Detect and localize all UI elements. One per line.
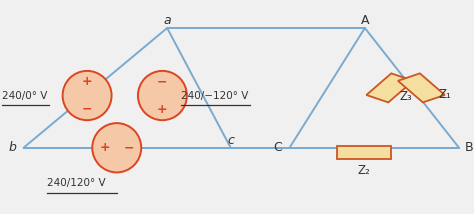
Text: −: − bbox=[157, 75, 168, 88]
Text: B: B bbox=[465, 141, 474, 154]
Text: 240/120° V: 240/120° V bbox=[47, 178, 106, 189]
Text: +: + bbox=[99, 141, 110, 154]
Text: c: c bbox=[227, 134, 234, 147]
Ellipse shape bbox=[63, 71, 111, 120]
Text: b: b bbox=[9, 141, 17, 154]
Text: 240/−120° V: 240/−120° V bbox=[181, 91, 249, 101]
Text: +: + bbox=[157, 103, 168, 116]
Text: −: − bbox=[82, 103, 92, 116]
Ellipse shape bbox=[138, 71, 187, 120]
Text: A: A bbox=[361, 14, 369, 27]
Text: 240/0° V: 240/0° V bbox=[2, 91, 48, 101]
Bar bbox=[337, 146, 391, 159]
Ellipse shape bbox=[92, 123, 141, 172]
Text: Z₁: Z₁ bbox=[438, 88, 451, 101]
Text: +: + bbox=[82, 75, 92, 88]
Text: a: a bbox=[164, 14, 171, 27]
Bar bbox=[366, 73, 413, 103]
Text: Z₃: Z₃ bbox=[400, 90, 413, 103]
Text: −: − bbox=[124, 141, 134, 154]
Bar bbox=[398, 73, 445, 103]
Text: C: C bbox=[273, 141, 282, 154]
Text: Z₂: Z₂ bbox=[357, 164, 370, 177]
